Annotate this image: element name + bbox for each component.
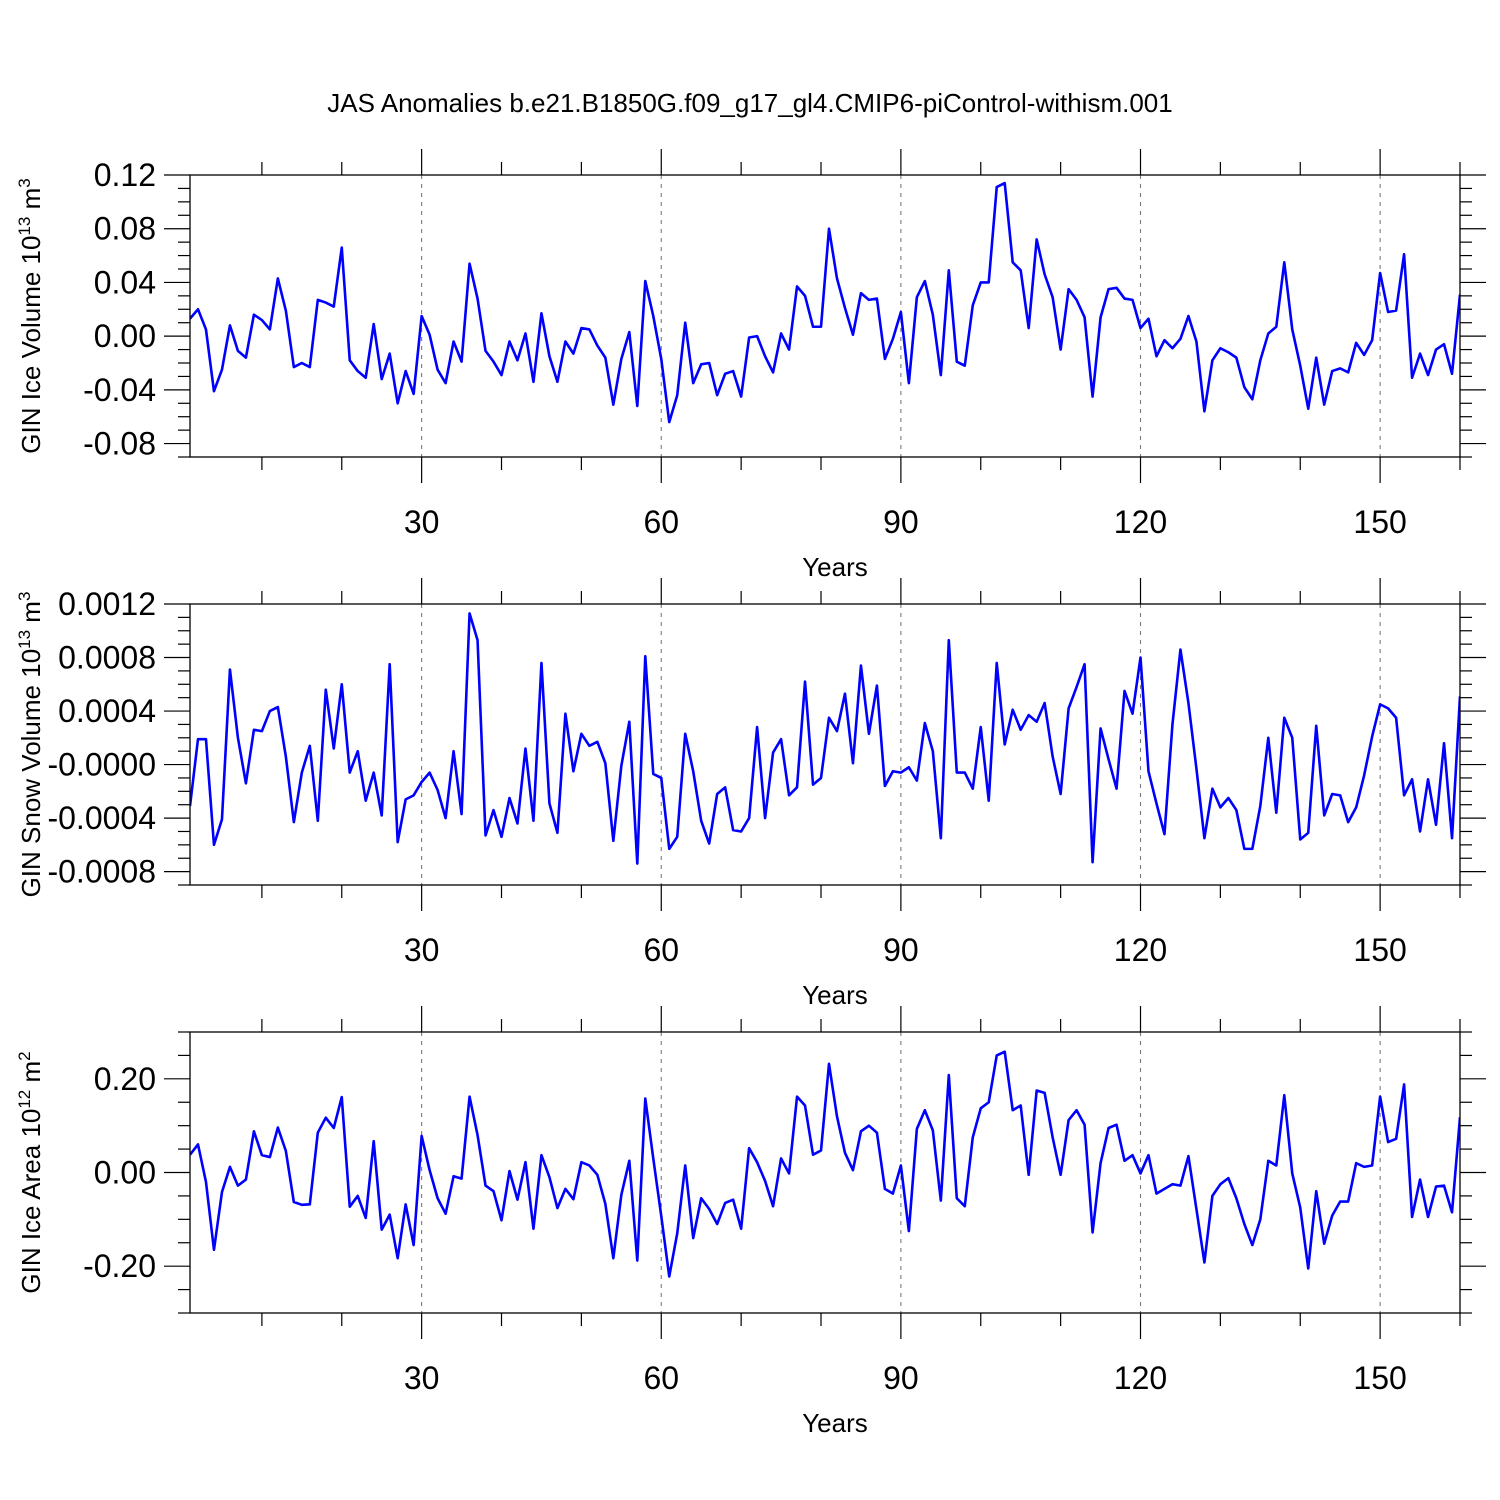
- x-tick-label: 120: [1114, 1360, 1167, 1396]
- y-axis-title-exponent: 13: [15, 630, 34, 649]
- x-tick-label: 60: [643, 504, 679, 540]
- x-axis-title: Years: [802, 980, 868, 1010]
- y-axis-title: GIN Ice Volume 1013 m3: [15, 178, 46, 454]
- y-tick-label: -0.04: [83, 372, 156, 408]
- panel-ice-area: 30 60 90 120 150 -0.20 0.00 0.20 Years GIN Ice Ar…: [15, 1006, 1486, 1438]
- y-axis-title-text: GIN Snow Volume 10: [16, 649, 46, 898]
- x-tick-label: 30: [404, 1360, 440, 1396]
- y-axis-title-unit-exponent: 2: [15, 1051, 34, 1060]
- x-tick-label: 60: [643, 932, 679, 968]
- y-axis-title: GIN Ice Area 1012 m2: [15, 1051, 46, 1293]
- x-tick-label: 150: [1353, 504, 1406, 540]
- y-tick-label: -0.20: [83, 1248, 156, 1284]
- y-axis-title-unit-exponent: 3: [15, 592, 34, 601]
- y-axis-title-exponent: 13: [15, 217, 34, 236]
- y-axis-title-exponent: 12: [15, 1090, 34, 1109]
- y-tick-label: 0.00: [94, 318, 156, 354]
- x-tick-label: 90: [883, 1360, 919, 1396]
- y-tick-label: 0.20: [94, 1061, 156, 1097]
- y-axis-title-unit: m: [16, 601, 46, 630]
- y-tick-label: 0.0008: [58, 640, 156, 676]
- y-axis-title-unit: m: [16, 188, 46, 217]
- x-tick-label: 60: [643, 1360, 679, 1396]
- y-tick-label: -0.0004: [47, 800, 156, 836]
- y-axis-title-unit: m: [16, 1061, 46, 1090]
- series-line-ice-area: [190, 1050, 1460, 1278]
- y-tick-label: 0.08: [94, 211, 156, 247]
- plot-frame: [189, 603, 1461, 886]
- y-tick-label: -0.0000: [47, 747, 156, 783]
- x-tick-label: 120: [1114, 504, 1167, 540]
- x-tick-label: 30: [404, 932, 440, 968]
- x-tick-label: 90: [883, 504, 919, 540]
- y-tick-label: 0.04: [94, 264, 156, 300]
- main-title: JAS Anomalies b.e21.B1850G.f09_g17_gl4.C…: [327, 88, 1172, 118]
- y-tick-label: 0.0012: [58, 586, 156, 622]
- y-tick-label: 0.12: [94, 157, 156, 193]
- x-tick-label: 150: [1353, 932, 1406, 968]
- plot-frame: [189, 174, 1461, 458]
- series-line-snow-volume: [190, 612, 1460, 865]
- x-tick-label: 120: [1114, 932, 1167, 968]
- series-line-ice-volume: [190, 181, 1460, 424]
- y-axis-title: GIN Snow Volume 1013 m3: [15, 592, 46, 898]
- x-tick-label: 90: [883, 932, 919, 968]
- x-tick-label: 30: [404, 504, 440, 540]
- y-tick-label: -0.08: [83, 426, 156, 462]
- panel-snow-volume: 30 60 90 120 150 -0.0008 -0.0004 -0.0000 0.0004 0…: [15, 578, 1486, 1010]
- y-tick-label: 0.00: [94, 1155, 156, 1191]
- y-axis-title-text: GIN Ice Volume 10: [16, 236, 46, 454]
- x-tick-label: 150: [1353, 1360, 1406, 1396]
- y-axis-title-unit-exponent: 3: [15, 178, 34, 187]
- y-axis-title-text: GIN Ice Area 10: [16, 1109, 46, 1294]
- y-tick-label: -0.0008: [47, 854, 156, 890]
- y-tick-label: 0.0004: [58, 693, 156, 729]
- x-axis-title: Years: [802, 552, 868, 582]
- panel-ice-volume: 30 60 90 120 150 -0.08 -0.04 0.00 0.04 0.08 0.12 Ye…: [15, 149, 1486, 582]
- plot-frame: [189, 1031, 1461, 1314]
- x-axis-title: Years: [802, 1408, 868, 1438]
